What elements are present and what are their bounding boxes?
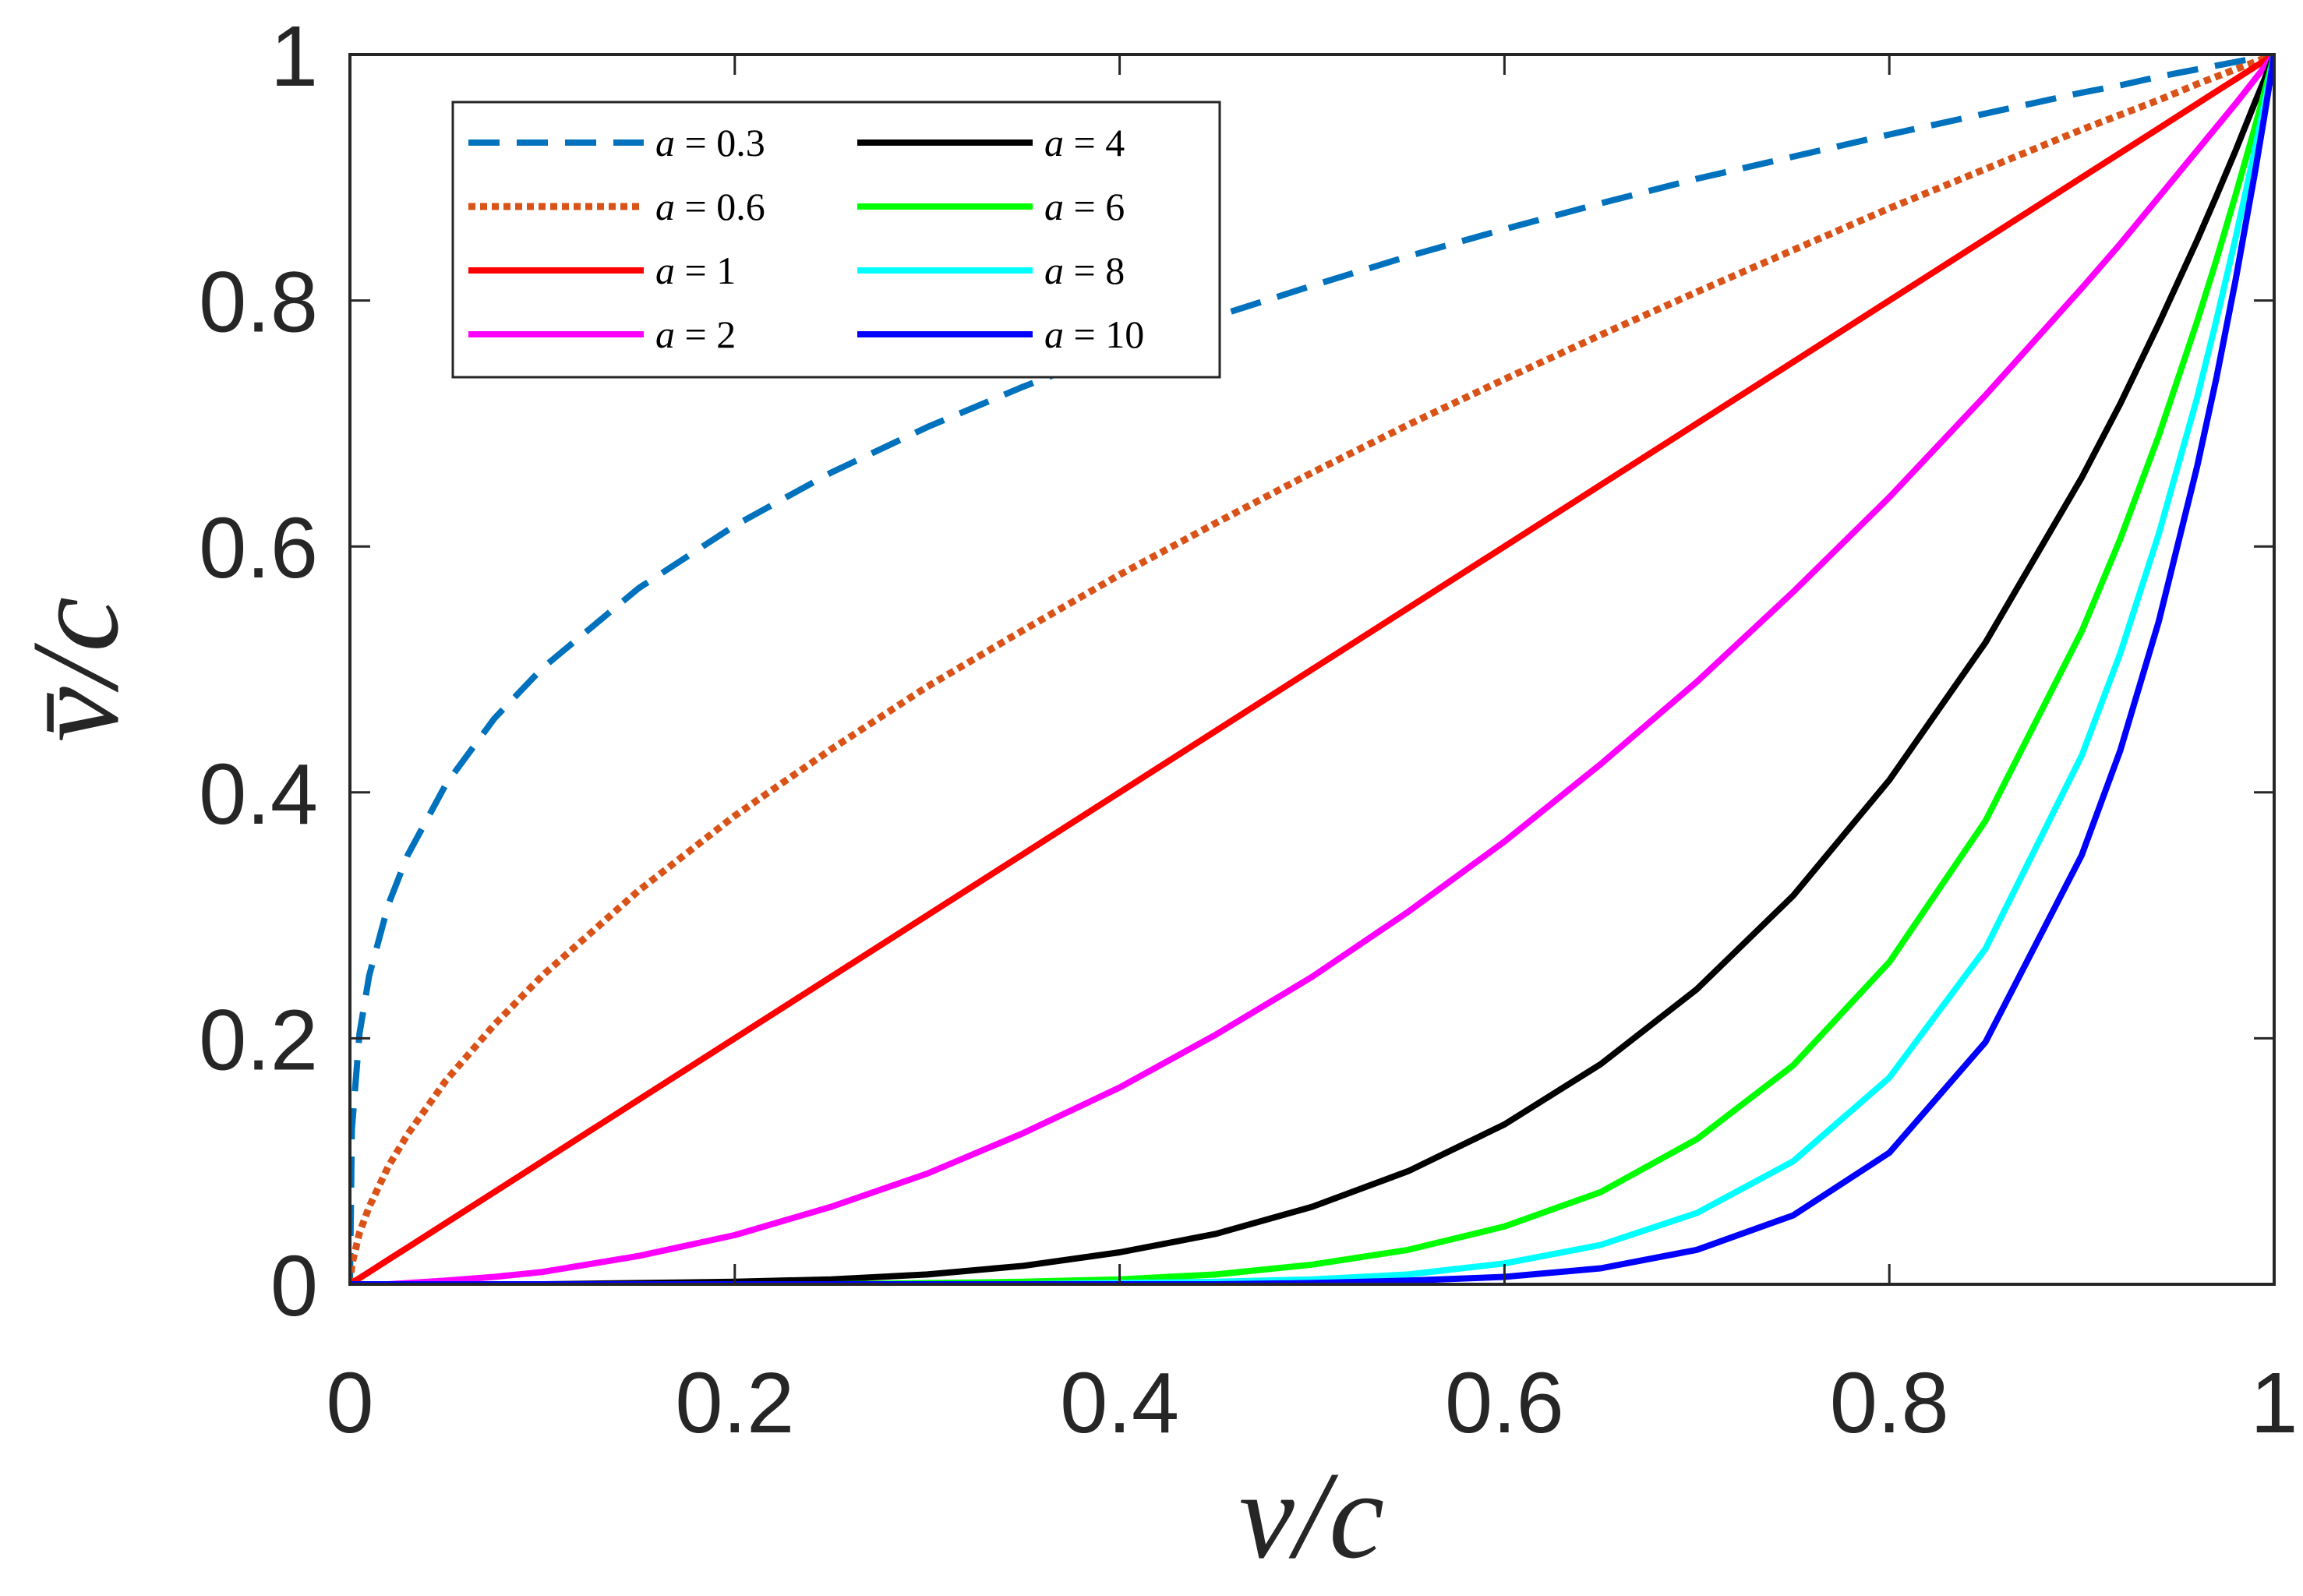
- x-tick-label: 0.2: [675, 1355, 794, 1451]
- legend-label-6: a = 6: [1044, 185, 1125, 228]
- legend-label-7: a = 8: [1044, 249, 1125, 292]
- legend-label-8: a = 10: [1044, 312, 1144, 356]
- series-layer: [350, 55, 2274, 1284]
- x-tick-label: 0: [326, 1355, 373, 1451]
- y-tick-label: 0.6: [199, 500, 318, 596]
- series-line-7: [350, 55, 2274, 1284]
- series-line-5: [350, 55, 2274, 1284]
- y-axis-label: v̄/c: [5, 597, 144, 742]
- y-tick-label: 0: [270, 1238, 318, 1334]
- x-tick-label: 0.4: [1060, 1355, 1179, 1451]
- legend-label-5: a = 4: [1044, 121, 1125, 164]
- x-tick-label: 0.8: [1830, 1355, 1949, 1451]
- legend-label-1: a = 0.3: [655, 121, 765, 164]
- tick-layer: 0 0.2 0.4 0.6 0.8 1 0 0.2 0.4 0.6 0.8 1: [199, 9, 2298, 1451]
- axes-box: [348, 53, 2276, 1286]
- series-line-6: [350, 55, 2274, 1284]
- series-line-2: [350, 55, 2274, 1284]
- series-line-3: [350, 55, 2274, 1284]
- x-tick-label: 1: [2250, 1355, 2298, 1451]
- y-tick-label: 0.8: [199, 255, 318, 351]
- x-axis-label: v/c: [1239, 1446, 1384, 1584]
- series-line-1: [350, 55, 2274, 1284]
- legend-label-4: a = 2: [655, 312, 736, 356]
- y-tick-label: 0.4: [199, 747, 318, 842]
- y-tick-label: 1: [270, 9, 318, 104]
- legend-label-2: a = 0.6: [655, 185, 765, 228]
- x-tick-label: 0.6: [1445, 1355, 1564, 1451]
- y-tick-label: 0.2: [199, 992, 318, 1088]
- legend: a = 0.3 a = 0.6 a = 1 a = 2 a = 4 a = 6 a = 8 a…: [451, 101, 1221, 379]
- legend-label-3: a = 1: [655, 249, 736, 292]
